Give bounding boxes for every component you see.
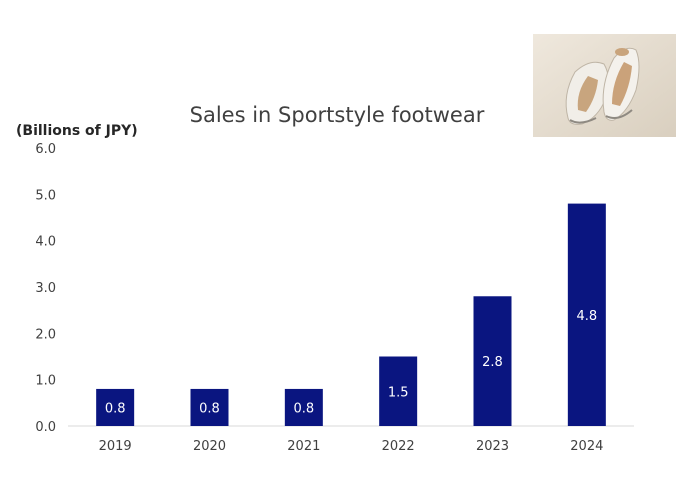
x-tick-label: 2021 (287, 439, 320, 454)
x-axis-ticks: 2019 2020 2021 2022 2023 2024 (99, 439, 604, 454)
y-axis-ticks: 0.0 1.0 2.0 3.0 4.0 5.0 6.0 (35, 142, 56, 435)
bar-data-label: 2.8 (482, 355, 503, 370)
chart-title: Sales in Sportstyle footwear (190, 103, 485, 127)
bars-group (96, 203, 606, 426)
bar-data-label: 4.8 (576, 309, 597, 324)
data-labels-group: 0.8 0.8 0.8 1.5 2.8 4.8 (105, 309, 597, 417)
bar-2022 (379, 356, 418, 426)
x-tick-label: 2024 (570, 439, 603, 454)
x-tick-label: 2023 (476, 439, 509, 454)
x-tick-label: 2019 (99, 439, 132, 454)
bar-2023 (473, 296, 512, 426)
bar-2024 (567, 203, 606, 426)
bar-data-label: 1.5 (388, 385, 409, 400)
y-tick-label: 2.0 (35, 327, 56, 342)
y-tick-label: 0.0 (35, 420, 56, 435)
y-tick-label: 6.0 (35, 142, 56, 157)
y-tick-label: 5.0 (35, 188, 56, 203)
y-tick-label: 3.0 (35, 281, 56, 296)
bar-data-label: 0.8 (293, 401, 314, 416)
y-tick-label: 4.0 (35, 235, 56, 250)
y-tick-label: 1.0 (35, 374, 56, 389)
bar-2020 (190, 388, 229, 426)
x-tick-label: 2020 (193, 439, 226, 454)
y-unit-label: (Billions of JPY) (16, 123, 138, 139)
bar-2019 (96, 388, 135, 426)
bar-2021 (284, 388, 323, 426)
bar-data-label: 0.8 (199, 401, 220, 416)
bar-data-label: 0.8 (105, 401, 126, 416)
sneakers-photo (533, 34, 676, 137)
x-tick-label: 2022 (382, 439, 415, 454)
